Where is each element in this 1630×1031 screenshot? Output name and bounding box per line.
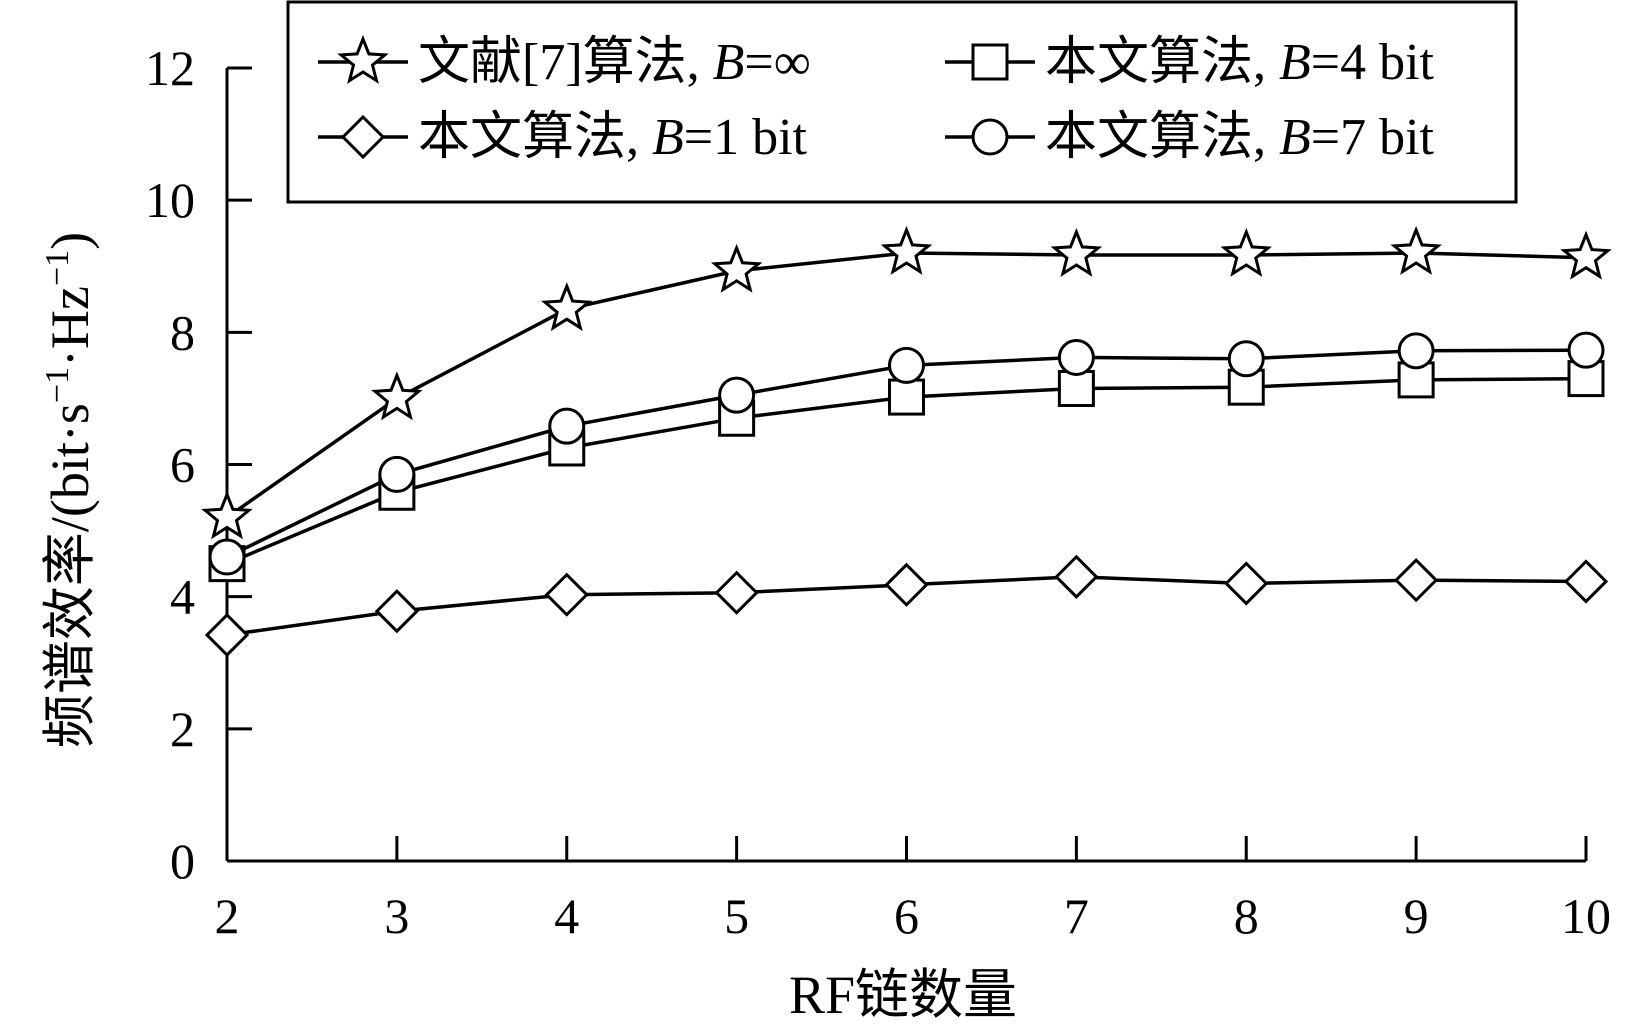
y-axis-title-sup1: −1 [39,367,76,403]
data-point-diamond [1563,559,1609,604]
x-tick-label: 10 [1561,888,1611,944]
data-point-circle [548,407,586,445]
y-axis-title-main: 频谱效率/(bit·s [40,403,100,748]
data-point-star [880,225,933,275]
legend-label-rest: =7 bit [1311,109,1435,166]
series-star [201,225,1612,540]
data-point-circle [888,346,925,384]
legend-label: 文献[7]算法, B=∞ [418,34,811,91]
y-axis-title-sup2: −1 [39,250,76,286]
x-tick-label: 6 [894,888,919,944]
legend-label: 本文算法, B=4 bit [1045,34,1435,91]
data-point-circle [1567,331,1605,369]
legend-entry: 本文算法, B=7 bit [945,109,1435,166]
legend-box [286,0,1518,204]
legend-label: 本文算法, B=1 bit [418,109,808,166]
legend-label-var: B [1279,109,1311,166]
x-tick-label: 7 [1064,888,1089,944]
x-tick-label: 9 [1404,888,1429,944]
data-point-star [710,243,763,293]
legend-label: 本文算法, B=7 bit [1045,109,1435,166]
y-axis-title-mid: ·Hz [40,286,100,367]
data-point-star [1050,227,1103,277]
data-point-circle [1057,338,1095,376]
legend-label-var: B [713,34,745,91]
y-tick-label: 12 [145,40,195,96]
data-point-circle [378,455,416,493]
legend-label-var: B [652,109,684,166]
series-square [208,360,1605,583]
data-point-star [1560,230,1612,280]
data-point-diamond [204,612,250,658]
y-tick-label: 10 [145,172,195,228]
data-point-circle [1227,340,1265,378]
data-point-diamond [1224,561,1269,606]
legend-label-var: B [1279,34,1311,91]
legend-marker-star [337,34,389,84]
data-point-star [201,490,253,540]
x-tick-label: 4 [554,888,579,944]
data-point-diamond [374,589,419,634]
data-point-square [1057,370,1095,408]
data-point-diamond [544,572,589,617]
data-point-diamond [1054,554,1099,599]
data-point-circle [718,376,756,414]
y-axis-title-end: ) [40,232,100,250]
legend-entry: 文献[7]算法, B=∞ [318,34,811,91]
data-point-diamond [1394,558,1439,603]
y-tick-label: 4 [170,569,195,625]
data-point-square [888,378,925,416]
data-point-circle [1397,332,1435,370]
y-tick-label: 8 [170,304,195,360]
legend-label-rest: =∞ [744,34,810,91]
legend-marker-square [971,43,1009,81]
legend-label-main: 本文算法, [418,109,652,166]
y-tick-label: 6 [170,437,195,493]
legend-marker-diamond [340,114,386,160]
legend-label-rest: =4 bit [1311,34,1435,91]
y-tick-label: 0 [170,833,195,889]
legend-label-main: 本文算法, [1045,34,1279,91]
legend-label-rest: =1 bit [684,109,808,166]
data-point-circle [208,538,246,576]
legend-marker-circle [971,118,1009,156]
data-point-diamond [714,570,759,615]
x-tick-label: 2 [215,888,240,944]
legend-label-main: 本文算法, [1045,109,1279,166]
data-point-star [1220,227,1272,277]
data-point-star [1390,225,1442,275]
series-diamond [204,554,1609,658]
y-tick-label: 2 [170,701,195,757]
data-point-diamond [884,562,929,607]
legend-entry: 本文算法, B=1 bit [318,109,808,166]
series-circle [208,331,1605,576]
legend-entry: 本文算法, B=4 bit [945,34,1435,91]
x-tick-label: 8 [1234,888,1259,944]
y-axis-title: 频谱效率/(bit·s−1·Hz−1) [39,232,100,748]
y-ticks: 0 2 4 6 8 10 12 [145,40,252,889]
x-tick-label: 5 [724,888,749,944]
series-layer [201,225,1612,658]
data-point-star [541,282,593,332]
data-point-star [371,371,423,421]
legend-label-main: 文献[7]算法, [418,34,713,91]
x-axis-title: RF链数量 [789,965,1017,1025]
x-ticks: 2 3 4 5 6 7 8 9 10 [215,836,1611,944]
x-tick-label: 3 [384,888,409,944]
